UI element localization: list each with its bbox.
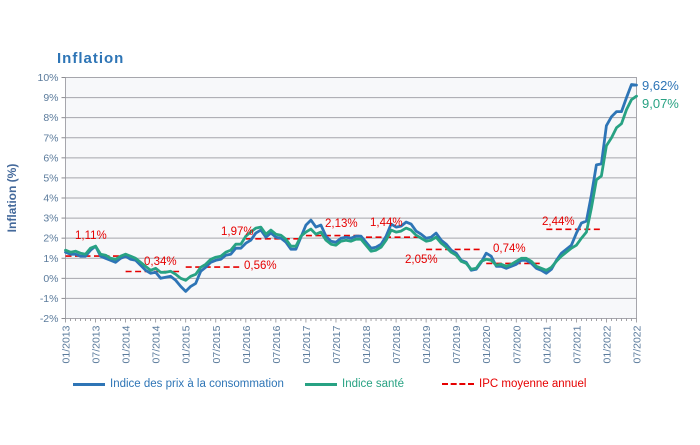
x-tick-label: 07/2013 — [91, 325, 103, 363]
x-tick-label: 07/2017 — [331, 325, 343, 363]
y-tick-label: 4% — [43, 193, 58, 205]
avg-label-2021: 2,44% — [542, 216, 575, 228]
avg-label-2020: 0,74% — [493, 243, 526, 255]
legend-label-sante: Indice santé — [342, 378, 405, 390]
x-tick-label: 07/2018 — [391, 325, 403, 363]
x-tick-label: 01/2019 — [421, 325, 433, 363]
x-tick-label: 07/2014 — [151, 325, 163, 363]
y-tick-label: -2% — [40, 313, 59, 325]
y-tick-label: -1% — [40, 293, 59, 305]
y-tick-label: 9% — [43, 92, 58, 104]
x-tick-label: 01/2016 — [241, 325, 253, 363]
avg-label-2018: 2,05% — [405, 254, 438, 266]
chart-title: Inflation — [57, 50, 125, 67]
y-tick-label: 8% — [43, 112, 58, 124]
avg-label-2015: 0,56% — [244, 260, 277, 272]
avg-label-2019: 1,44% — [370, 217, 403, 229]
y-tick-label: 2% — [43, 233, 58, 245]
y-tick-label: 0% — [43, 273, 58, 285]
cpi-line-swatch — [73, 382, 105, 386]
x-tick-label: 01/2018 — [361, 325, 373, 363]
avg-label-2014: 0,34% — [144, 256, 177, 268]
legend-item-sante: Indice santé — [305, 377, 404, 391]
x-tick-label: 07/2021 — [571, 325, 583, 363]
y-tick-label: 1% — [43, 253, 58, 265]
x-tick-label: 01/2014 — [121, 325, 133, 363]
health-end-value-label: 9,07% — [642, 96, 679, 111]
x-tick-label: 01/2021 — [541, 325, 553, 363]
legend-label-ipc-moyenne: IPC moyenne annuel — [479, 378, 587, 390]
x-tick-label: 07/2015 — [211, 325, 223, 363]
health-line-swatch — [305, 382, 337, 386]
x-tick-label: 07/2016 — [271, 325, 283, 363]
y-tick-label: 10% — [37, 72, 58, 84]
x-tick-label: 01/2020 — [481, 325, 493, 363]
x-tick-label: 07/2020 — [511, 325, 523, 363]
y-tick-label: 5% — [43, 172, 58, 184]
x-tick-label: 07/2022 — [632, 325, 644, 363]
y-tick-label: 3% — [43, 213, 58, 225]
cpi-series-line — [64, 83, 638, 293]
cpi-end-value-label: 9,62% — [642, 78, 679, 93]
avg-dashed-line-swatch — [442, 383, 474, 385]
y-tick-label: 6% — [43, 152, 58, 164]
legend-label-cpi: Indice des prix à la consommation — [110, 378, 284, 390]
avg-label-2017: 2,13% — [325, 218, 358, 230]
y-axis-title: Inflation (%) — [5, 164, 19, 233]
avg-label-2016: 1,97% — [221, 226, 254, 238]
x-tick-label: 01/2017 — [301, 325, 313, 363]
legend-item-cpi: Indice des prix à la consommation — [73, 377, 284, 391]
x-tick-label: 07/2019 — [451, 325, 463, 363]
avg-label-2013: 1,11% — [75, 230, 107, 242]
x-tick-label: 01/2022 — [601, 325, 613, 363]
health-series-line — [64, 94, 638, 282]
x-tick-label: 01/2015 — [181, 325, 193, 363]
legend-item-ipc-moyenne: IPC moyenne annuel — [442, 377, 586, 391]
y-tick-label: 7% — [43, 132, 58, 144]
x-tick-label: 01/2013 — [61, 325, 73, 363]
